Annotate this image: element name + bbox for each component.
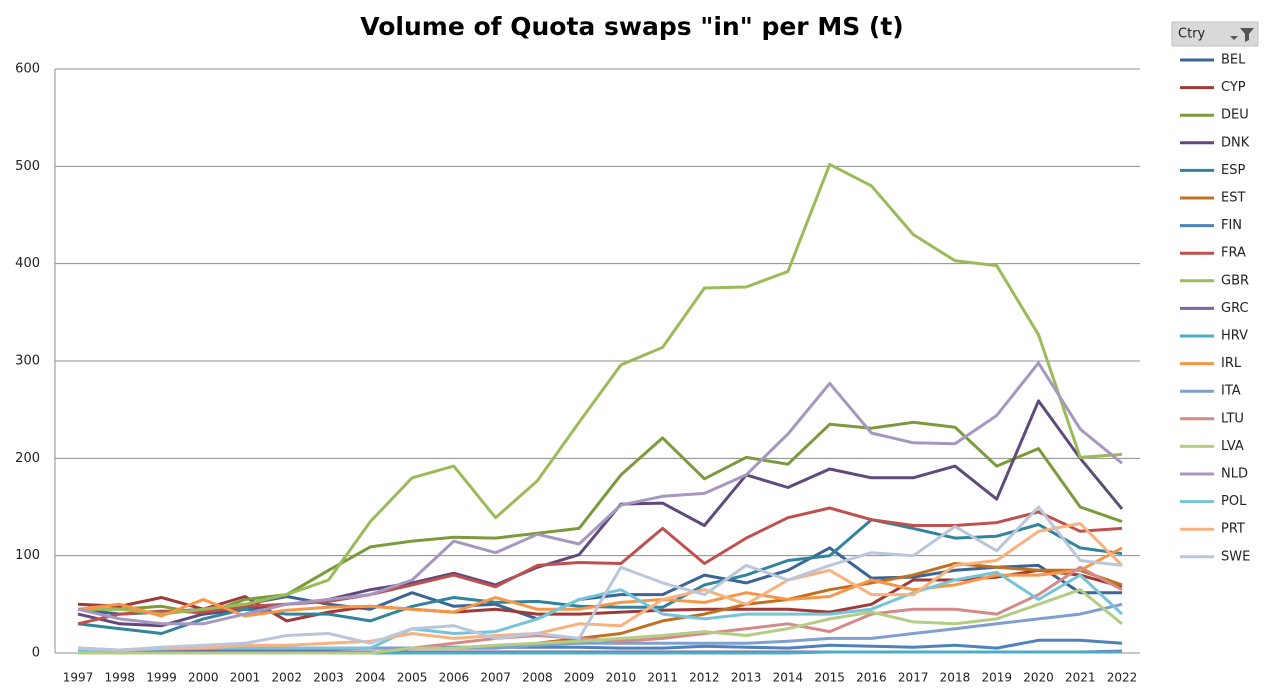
x-tick-label: 2017 bbox=[898, 671, 929, 685]
legend-label: ITA bbox=[1221, 384, 1241, 399]
series-line bbox=[77, 506, 1123, 626]
legend-label: EST bbox=[1221, 191, 1245, 206]
x-tick-label: 1999 bbox=[146, 671, 177, 685]
x-tick-label: 2014 bbox=[773, 671, 804, 685]
x-tick-label: 2012 bbox=[689, 671, 720, 685]
series-line bbox=[77, 361, 1123, 626]
x-tick-label: 2016 bbox=[856, 671, 887, 685]
x-tick-label: 2003 bbox=[313, 671, 344, 685]
y-tick-label: 600 bbox=[15, 62, 40, 77]
series-line bbox=[78, 588, 1123, 655]
legend-label: HRV bbox=[1221, 329, 1248, 344]
series-line bbox=[78, 420, 1123, 616]
legend-label: FRA bbox=[1221, 246, 1246, 261]
x-tick-label: 2002 bbox=[272, 671, 303, 685]
series-line bbox=[77, 505, 1123, 652]
legend-label: DEU bbox=[1221, 108, 1249, 123]
legend-label: IRL bbox=[1221, 356, 1242, 371]
x-tick-label: 2020 bbox=[1023, 671, 1054, 685]
x-tick-label: 2013 bbox=[731, 671, 762, 685]
x-tick-label: 2004 bbox=[355, 671, 386, 685]
y-tick-label: 200 bbox=[15, 451, 40, 466]
legend-label: GRC bbox=[1221, 301, 1249, 316]
x-tick-label: 1998 bbox=[104, 671, 135, 685]
x-tick-label: 2010 bbox=[606, 671, 637, 685]
x-tick-label: 2021 bbox=[1065, 671, 1096, 685]
x-tick-label: 2008 bbox=[522, 671, 553, 685]
legend-label: PRT bbox=[1221, 522, 1245, 537]
legend-header bbox=[1171, 21, 1259, 47]
legend-label: BEL bbox=[1221, 53, 1246, 68]
series-line bbox=[77, 568, 1123, 623]
legend-label: NLD bbox=[1221, 467, 1248, 482]
legend-label: SWE bbox=[1221, 549, 1250, 564]
series-line bbox=[78, 638, 1123, 653]
x-tick-label: 2009 bbox=[564, 671, 595, 685]
x-tick-label: 2011 bbox=[647, 671, 678, 685]
filter-icon[interactable] bbox=[1230, 28, 1254, 42]
series-line bbox=[78, 162, 1123, 616]
x-tick-label: 2019 bbox=[981, 671, 1012, 685]
legend-label: FIN bbox=[1221, 218, 1242, 233]
y-tick-label: 400 bbox=[15, 256, 40, 271]
y-tick-label: 500 bbox=[15, 159, 40, 174]
x-tick-label: 2015 bbox=[814, 671, 845, 685]
x-tick-label: 2005 bbox=[397, 671, 428, 685]
x-tick-label: 2006 bbox=[439, 671, 470, 685]
legend-title: Ctry bbox=[1178, 27, 1206, 42]
x-tick-label: 2000 bbox=[188, 671, 219, 685]
x-tick-label: 2022 bbox=[1107, 671, 1138, 685]
legend-label: ESP bbox=[1221, 163, 1245, 178]
legend-label: LVA bbox=[1221, 439, 1244, 454]
chart-title: Volume of Quota swaps "in" per MS (t) bbox=[360, 12, 903, 41]
x-tick-label: 2001 bbox=[230, 671, 261, 685]
x-tick-label: 1997 bbox=[63, 671, 94, 685]
legend-label: CYP bbox=[1221, 80, 1246, 95]
legend-label: LTU bbox=[1221, 411, 1244, 426]
filter-button[interactable] bbox=[1230, 28, 1254, 42]
legend-label: DNK bbox=[1221, 135, 1250, 150]
series-line bbox=[77, 399, 1124, 628]
series-line bbox=[77, 522, 1124, 652]
y-tick-label: 300 bbox=[15, 354, 40, 369]
x-tick-label: 2007 bbox=[480, 671, 511, 685]
series-line bbox=[78, 570, 1124, 652]
x-tick-label: 2018 bbox=[940, 671, 971, 685]
legend-label: POL bbox=[1221, 494, 1247, 509]
y-tick-label: 0 bbox=[32, 646, 40, 661]
y-tick-label: 100 bbox=[15, 548, 40, 563]
legend-label: GBR bbox=[1221, 273, 1249, 288]
